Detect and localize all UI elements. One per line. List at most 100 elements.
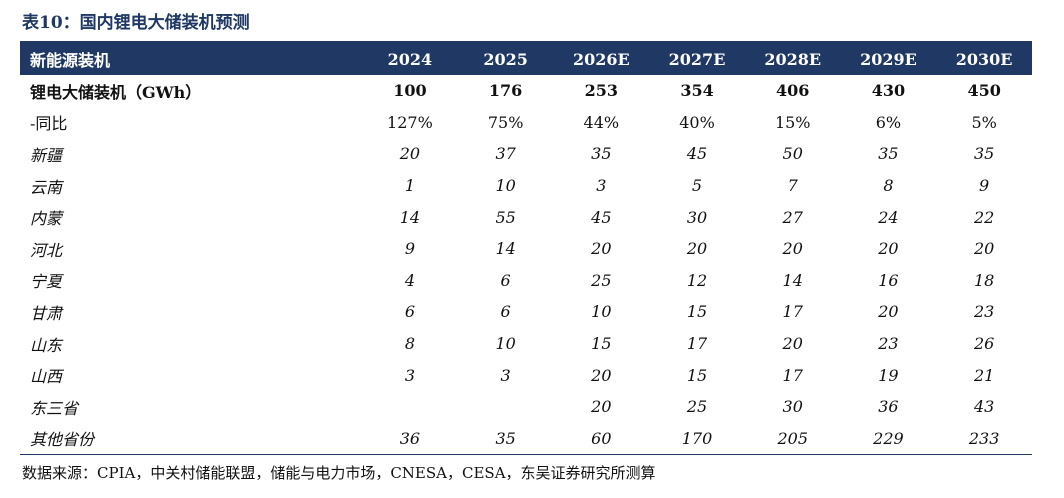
table-cell: 35: [591, 144, 612, 164]
table-cell: 1: [404, 176, 415, 196]
table-cell: 406: [776, 81, 810, 101]
table-cell: 205: [777, 428, 808, 448]
table-cell: 6: [500, 270, 511, 290]
table-cell: 14: [495, 239, 516, 259]
table-body: 锂电大储装机（GWh） 100 176 253 354 406 430 450 -同比 127% 7…: [20, 75, 1032, 455]
table-cell: 7: [787, 176, 798, 196]
table-row: 甘肃 6 6 10 15 17 20 23: [20, 296, 1032, 328]
table-cell: 15%: [774, 112, 811, 132]
table-row: 山东 8 10 15 17 20 23 26: [20, 328, 1032, 360]
table-cell: 20: [782, 334, 803, 354]
row-label: 东三省: [30, 398, 79, 418]
table-cell: 24: [878, 207, 899, 227]
table-row: 宁夏 4 6 25 12 14 16 18: [20, 265, 1032, 297]
table-row: 其他省份 36 35 60 170 205 229 233: [20, 423, 1032, 455]
table-cell: 8: [883, 176, 894, 196]
table-row: 新疆 20 37 35 45 50 35 35: [20, 138, 1032, 170]
table-cell: 10: [495, 334, 516, 354]
row-label: 锂电大储装机（GWh）: [30, 82, 202, 102]
table-cell: 3: [500, 365, 511, 385]
table-cell: 9: [404, 239, 415, 259]
table-cell: 20: [878, 239, 899, 259]
table-row: 锂电大储装机（GWh） 100 176 253 354 406 430 450: [20, 75, 1032, 107]
table-cell: 3: [404, 365, 415, 385]
table-cell: [458, 391, 554, 423]
row-label: 宁夏: [30, 272, 63, 292]
forecast-table: 新能源装机 2024 2025 2026E 2027E 2028E 2029E 2030E 锂…: [20, 43, 1032, 455]
table-row: -同比 127% 75% 44% 40% 15% 6% 5%: [20, 107, 1032, 139]
table-header: 新能源装机 2024 2025 2026E 2027E 2028E 2029E 2030E: [20, 43, 1032, 75]
table-cell: 253: [584, 81, 619, 101]
table-cell: 20: [591, 239, 612, 259]
table-cell: 10: [495, 176, 516, 196]
table-cell: 5%: [971, 112, 997, 132]
table-cell: 8: [404, 334, 415, 354]
table-cell: 60: [591, 428, 612, 448]
table-cell: 21: [973, 365, 995, 385]
table-cell: 75%: [487, 112, 524, 132]
row-label: 其他省份: [30, 430, 95, 450]
table-cell: 15: [686, 365, 708, 385]
table-cell: 35: [495, 428, 516, 448]
table-cell: 55: [495, 207, 516, 227]
title-divider: [20, 41, 1032, 43]
table-cell: 3: [596, 176, 607, 196]
row-label: 新疆: [30, 145, 63, 165]
table-cell: 36: [878, 397, 899, 417]
row-label: 山东: [30, 335, 63, 355]
header-cell-label: 新能源装机: [30, 51, 111, 70]
table-cell: 23: [878, 334, 899, 354]
table-cell: 16: [878, 270, 899, 290]
table-cell: 15: [686, 302, 708, 322]
table-cell: 233: [968, 428, 1000, 448]
header-cell-year: 2026E: [572, 49, 630, 69]
table-row: 东三省 20 25 30 36 43: [20, 391, 1032, 423]
table-cell: 45: [686, 144, 708, 164]
table-cell: 170: [681, 428, 713, 448]
table-cell: 6: [500, 302, 511, 322]
table-cell: 15: [591, 334, 612, 354]
table-cell: 25: [591, 270, 612, 290]
table-cell: 6: [404, 302, 415, 322]
table-cell: 27: [782, 207, 803, 227]
header-cell-year: 2030E: [955, 49, 1013, 69]
table-cell: 44%: [583, 112, 620, 132]
table-cell: 5: [691, 176, 703, 196]
table-cell: 19: [878, 365, 899, 385]
table-cell: 37: [495, 144, 516, 164]
table-row: 河北 9 14 20 20 20 20 20: [20, 233, 1032, 265]
source-note: 数据来源：CPIA，中关村储能联盟，储能与电力市场，CNESA，CESA，东吴证…: [22, 464, 656, 482]
header-cell-year: 2028E: [764, 49, 822, 69]
table-cell: 450: [967, 81, 1001, 101]
table-cell: 100: [393, 81, 427, 101]
table-cell: 17: [782, 302, 803, 322]
row-label: 内蒙: [30, 209, 63, 229]
table-cell: 12: [686, 270, 708, 290]
table-cell: 14: [399, 207, 421, 227]
table-cell: 26: [973, 334, 995, 354]
table-cell: 20: [591, 365, 612, 385]
table-cell: 35: [878, 144, 899, 164]
table-cell: 9: [979, 176, 990, 196]
table-cell: 30: [782, 397, 803, 417]
table-row: 山西 3 3 20 15 17 19 21: [20, 359, 1032, 391]
table-cell: 36: [399, 428, 421, 448]
table-cell: 430: [871, 81, 906, 101]
row-label: 河北: [30, 240, 63, 260]
table-cell: 25: [686, 397, 708, 417]
table-cell: 176: [488, 81, 523, 101]
table-cell: 127%: [387, 112, 433, 132]
table-title: 表10：国内锂电大储装机预测: [22, 13, 250, 33]
row-label: 云南: [30, 177, 63, 197]
table-cell: 6%: [875, 112, 902, 132]
header-cell-year: 2027E: [668, 49, 726, 69]
row-label: -同比: [30, 114, 68, 134]
table-cell: 50: [782, 144, 803, 164]
table-cell: 4: [404, 270, 415, 290]
table-cell: 229: [873, 428, 904, 448]
table-cell: 17: [686, 334, 708, 354]
table-cell: 40%: [679, 112, 715, 132]
table-cell: 43: [973, 397, 995, 417]
table-cell: 20: [399, 144, 421, 164]
header-cell-year: 2024: [387, 49, 433, 69]
